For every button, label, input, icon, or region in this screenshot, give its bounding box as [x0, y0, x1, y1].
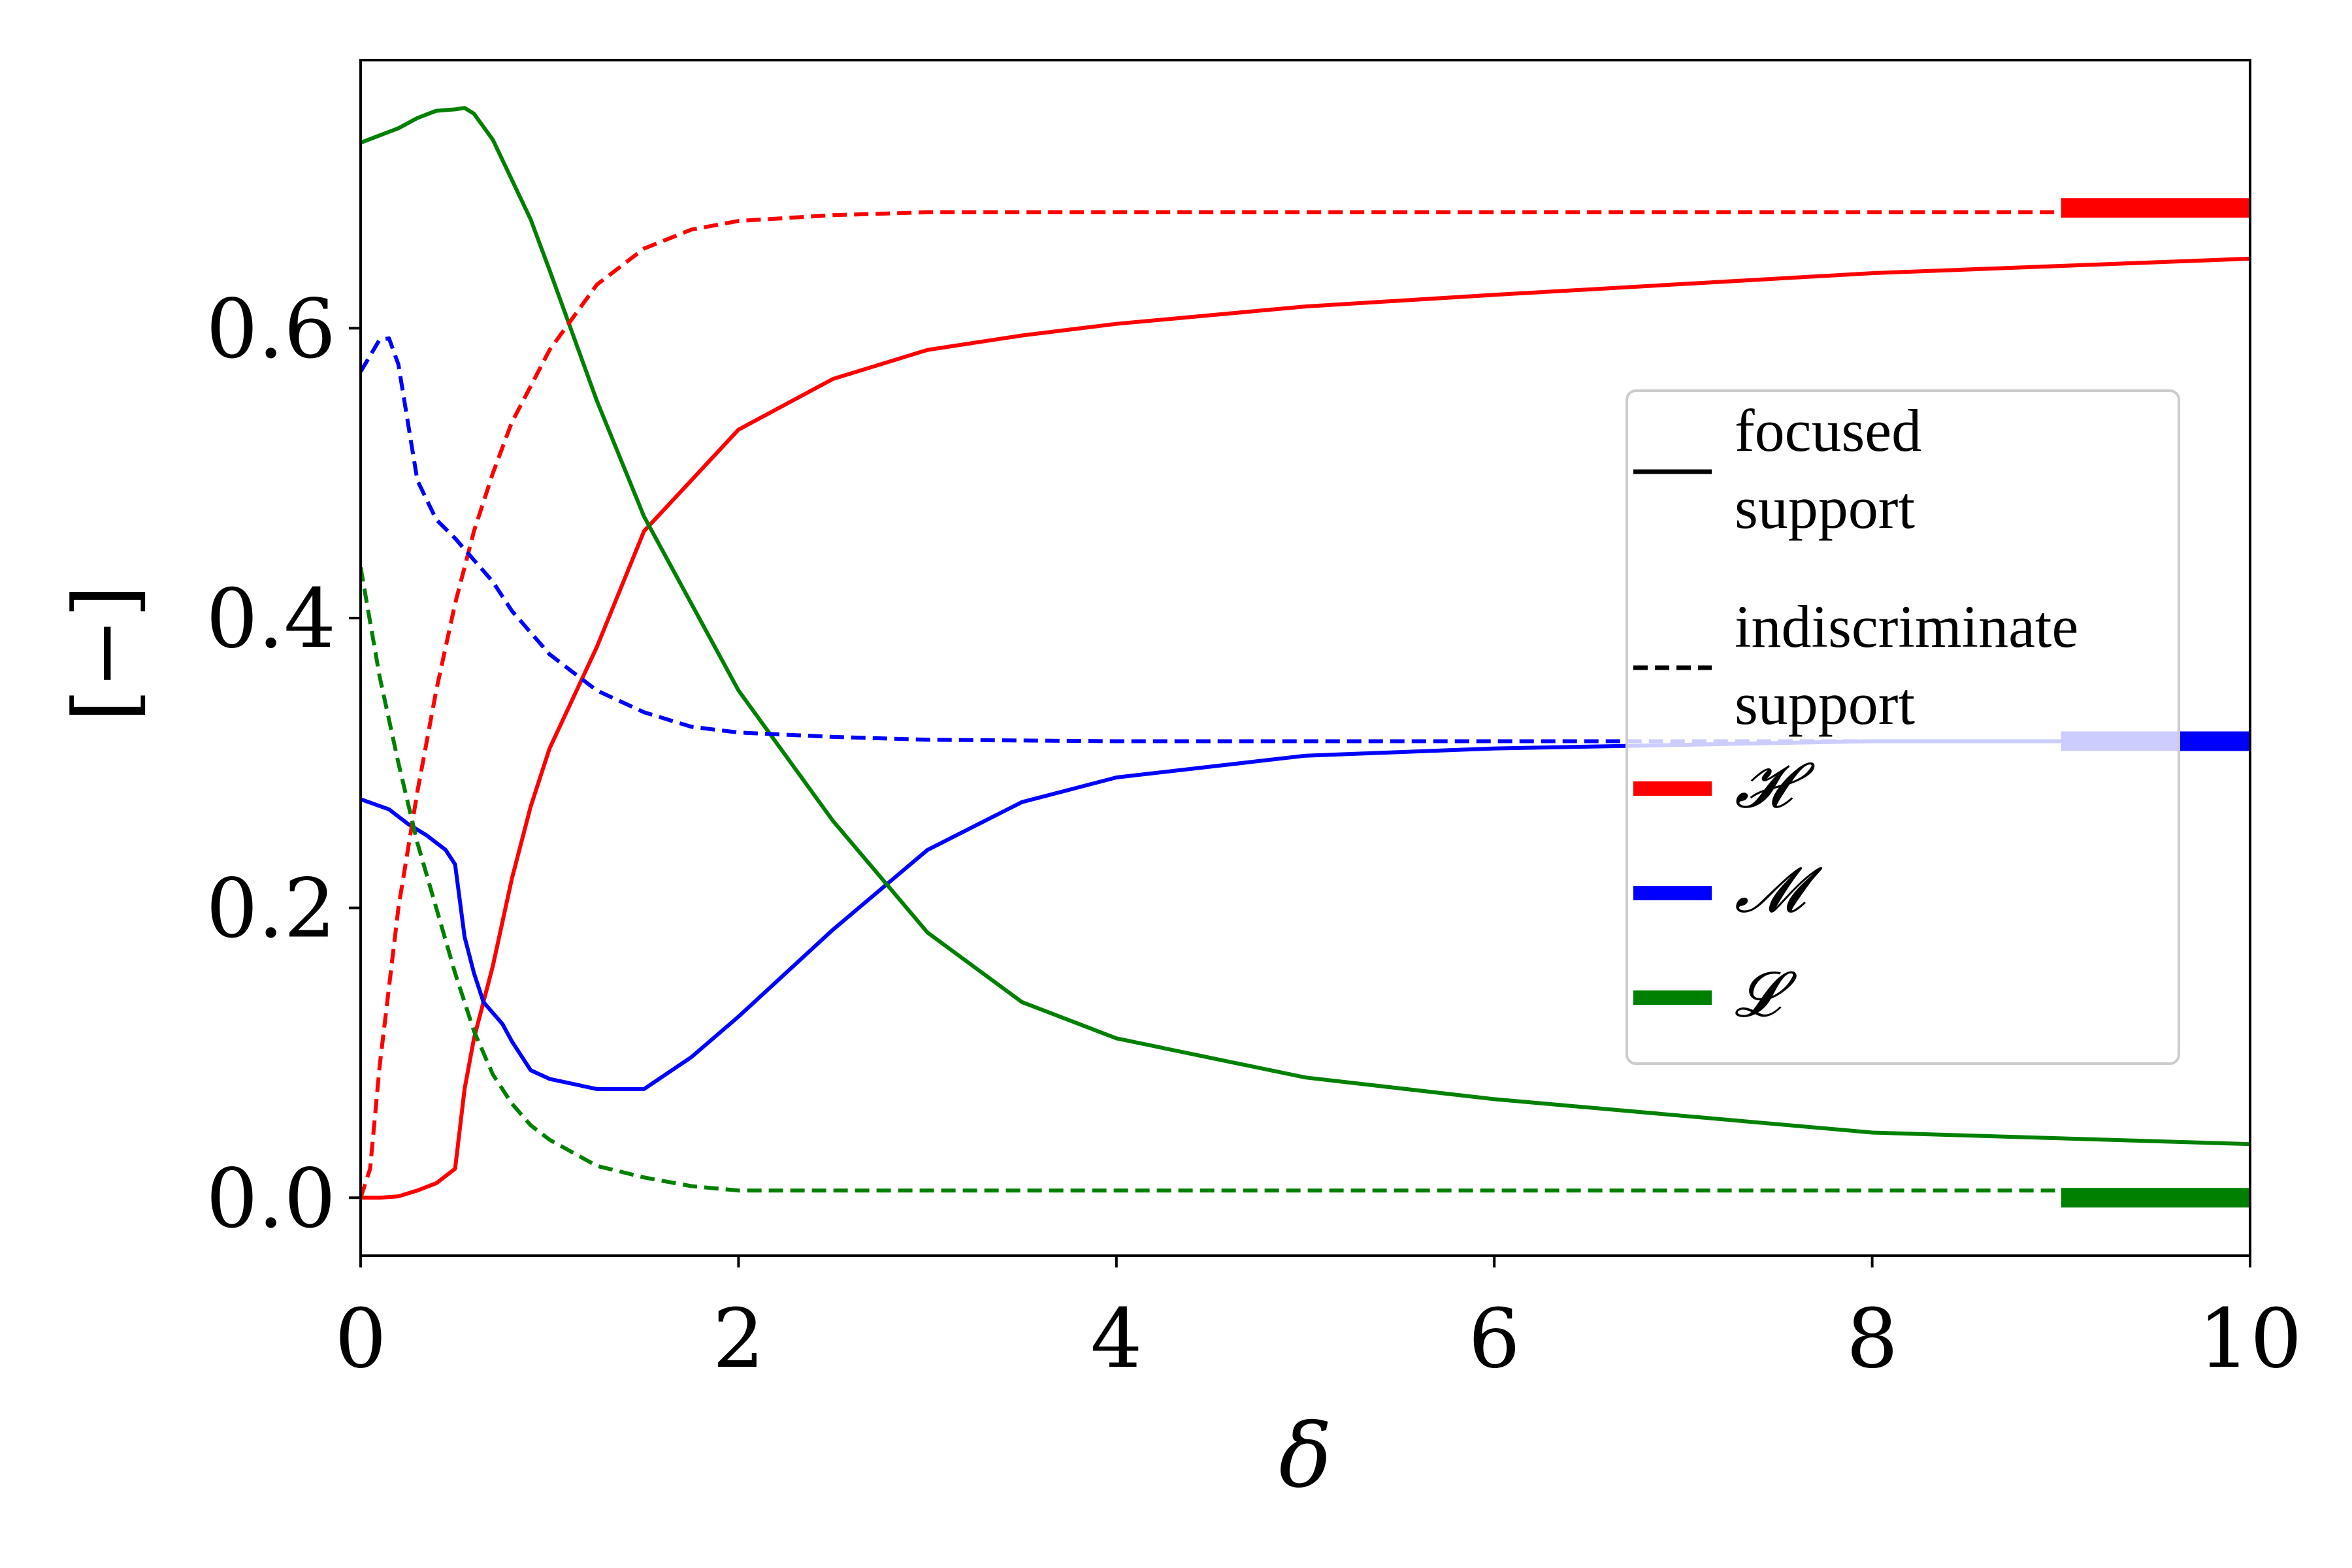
legend-label: focused: [1735, 397, 1921, 464]
y-tick-label: 0.2: [206, 862, 336, 956]
y-tick-label: 0.4: [206, 572, 336, 666]
x-tick-label: 10: [2198, 1292, 2302, 1386]
y-axis-title: [−]: [55, 585, 154, 722]
y-tick-label: 0.6: [206, 282, 336, 376]
legend-label: support: [1735, 670, 1915, 737]
plot-frame: [359, 59, 2251, 1257]
series-line-m-solid: [361, 739, 2250, 1091]
series-line-l-dashed: [361, 566, 2250, 1193]
x-tick-label: 2: [713, 1292, 765, 1386]
legend-label: support: [1735, 474, 1915, 541]
legend-box: [1625, 389, 2180, 1065]
y-axis: 0.0 0.2 0.4 0.6: [206, 282, 361, 1246]
y-tick-label: 0.0: [206, 1151, 336, 1246]
x-tick-label: 0: [335, 1292, 387, 1386]
series-line-m-dashed: [361, 336, 2250, 743]
series-line-h-solid: [361, 256, 2250, 1200]
x-tick-label: 6: [1468, 1292, 1520, 1386]
legend-label: indiscriminate: [1735, 593, 2078, 660]
x-axis: 0 2 4 6 8 10: [335, 1256, 2302, 1386]
x-axis-title: δ: [1279, 1405, 1331, 1507]
series-line-h-dashed: [361, 210, 2250, 1199]
series-line-l-solid: [361, 106, 2250, 1147]
series-layer: [361, 106, 2250, 1200]
x-tick-label: 8: [1846, 1292, 1899, 1386]
x-tick-label: 4: [1090, 1292, 1143, 1386]
